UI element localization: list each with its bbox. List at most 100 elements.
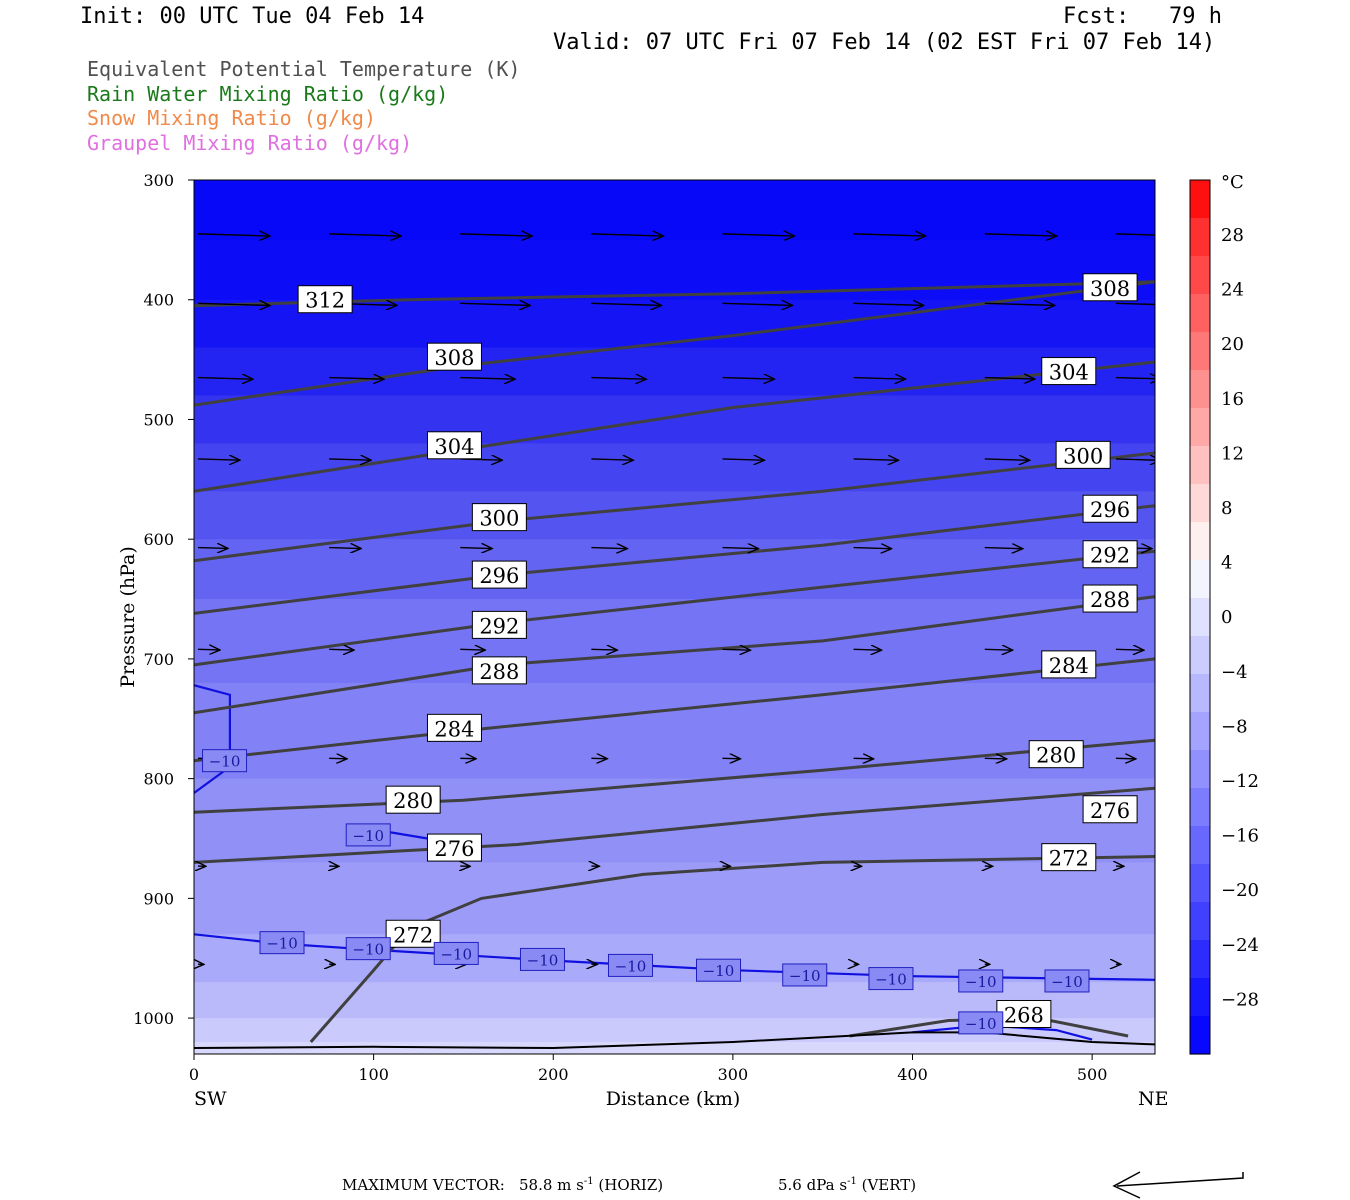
x-tick-label: 400 [897, 1065, 928, 1084]
wind-vector [591, 234, 663, 236]
legend-snow: Snow Mixing Ratio (g/kg) [87, 106, 376, 130]
wind-vector [197, 303, 270, 305]
theta-e-label-box [471, 560, 527, 589]
theta-e-label-box [471, 610, 527, 639]
isotherm-label-box [958, 969, 1004, 993]
forecast-hour: Fcst: 79 h [1063, 4, 1222, 29]
colorbar-swatch [1190, 826, 1210, 865]
isotherm-label-box [345, 937, 391, 961]
theta-e-label: 296 [479, 564, 519, 588]
x-tick-label: 500 [1077, 1065, 1108, 1084]
theta-e-label: 308 [434, 346, 474, 370]
temperature-band [194, 299, 1155, 349]
wind-vector [1115, 459, 1155, 460]
wind-vectors [197, 233, 1155, 965]
theta-e-contour [194, 657, 1155, 763]
theta-e-contour [194, 360, 1155, 493]
wind-vector [984, 548, 1023, 549]
colorbar-swatch [1190, 598, 1210, 637]
theta-e-contour [194, 786, 1155, 864]
theta-e-label: 280 [1036, 744, 1076, 768]
colorbar-swatch [1190, 446, 1210, 485]
colorbar-tick-label: 12 [1221, 443, 1244, 464]
wind-vector [853, 378, 906, 380]
wind-vector [984, 459, 1030, 460]
y-tick-label: 900 [143, 889, 174, 908]
y-tick-label: 400 [143, 291, 174, 310]
theta-e-label: 280 [393, 789, 433, 813]
legend-rain: Rain Water Mixing Ratio (g/kg) [87, 82, 449, 106]
isotherm-label-box [607, 953, 653, 977]
colorbar-swatch [1190, 712, 1210, 751]
theta-e-label-box [426, 713, 482, 742]
colorbar-swatch [1190, 1016, 1210, 1055]
theta-e-label-box [471, 656, 527, 685]
wind-vector [329, 378, 384, 380]
colorbar-tick-label: −12 [1221, 771, 1259, 792]
wind-vector [984, 303, 1055, 305]
wind-vector [460, 234, 532, 236]
colorbar-swatch [1190, 636, 1210, 675]
isotherm-label: −10 [440, 945, 472, 963]
colorbar-swatch [1190, 978, 1210, 1017]
theta-e-label: 276 [1090, 799, 1130, 823]
isotherm-label: −10 [352, 827, 384, 845]
colorbar-tick-label: −16 [1221, 826, 1259, 847]
theta-e-label: 284 [1049, 654, 1089, 678]
colorbar-swatch [1190, 370, 1210, 409]
theta-e-label-box [1082, 494, 1138, 523]
colorbar-tick-label: −4 [1221, 662, 1248, 683]
max-vector-vert: 5.6 dPa s-1 (VERT) [778, 1176, 917, 1194]
y-axis-ticks: 300 400 500 600 700 800 900 1000 [133, 171, 194, 1028]
theta-e-label: 308 [1090, 277, 1130, 301]
valid-time: Valid: 07 UTC Fri 07 Feb 14 (02 EST Fri … [553, 30, 1216, 55]
legend-theta-e: Equivalent Potential Temperature (K) [87, 57, 521, 81]
isotherm-label: −10 [615, 957, 647, 975]
wind-vector [197, 459, 240, 460]
theta-e-label: 304 [434, 435, 474, 459]
ground-line [193, 1031, 1156, 1050]
isotherm-label: −10 [209, 753, 241, 771]
wind-vector [197, 548, 228, 549]
isotherm-label: −10 [352, 941, 384, 959]
wind-vector [722, 378, 775, 380]
y-tick-label: 700 [143, 650, 174, 669]
temperature-band [194, 934, 1155, 984]
isotherm-label-box [259, 931, 305, 955]
wind-vector [197, 378, 253, 380]
x-tick-label: 300 [718, 1065, 749, 1084]
theta-e-contour [194, 280, 1155, 407]
colorbar-frame [1189, 179, 1211, 1055]
surface-line [193, 1031, 1156, 1050]
theta-e-contour [194, 504, 1155, 615]
wind-vector [984, 758, 1007, 759]
wind-vector [591, 378, 646, 380]
wind-vector [460, 649, 485, 650]
theta-e-label-box [1028, 740, 1084, 769]
init-time: Init: 00 UTC Tue 04 Feb 14 [80, 4, 425, 29]
wind-vector [722, 459, 765, 460]
wind-vector [984, 378, 1035, 380]
y-tick-label: 600 [143, 530, 174, 549]
plot-frame [193, 179, 1156, 1055]
wind-vector [591, 649, 617, 650]
wind-vector [1115, 233, 1155, 236]
theta-e-label-box [1041, 843, 1097, 872]
isotherm-label-box [519, 947, 565, 971]
wind-vector [329, 234, 401, 236]
theta-e-label-box [996, 999, 1052, 1028]
wind-vector [460, 378, 515, 380]
theta-e-label: 300 [479, 507, 519, 531]
isotherm-line [194, 684, 231, 794]
temperature-band [194, 347, 1155, 397]
isotherm-label: −10 [965, 1015, 997, 1033]
wind-vector [329, 459, 371, 460]
max-vector-horiz: 58.8 m s-1 (HORIZ) [519, 1176, 664, 1194]
colorbar-swatch [1190, 560, 1210, 599]
theta-e-label-box [1082, 540, 1138, 569]
temperature-band [194, 1042, 1155, 1054]
wind-vector [460, 303, 530, 305]
wind-vector [722, 303, 793, 305]
colorbar-tick-label: 8 [1221, 498, 1232, 519]
